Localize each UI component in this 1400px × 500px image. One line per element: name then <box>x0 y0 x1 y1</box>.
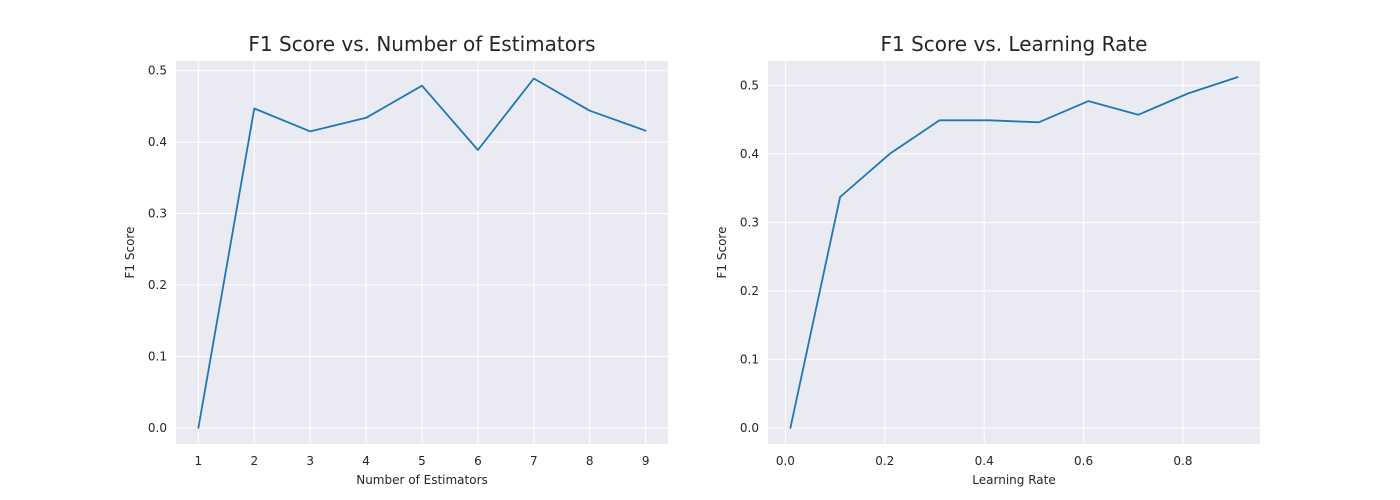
x-tick-label: 7 <box>530 454 538 468</box>
y-tick-label: 0.3 <box>740 215 759 229</box>
tick-labels: 1 2 3 4 5 6 7 8 9 0.0 0.1 0.2 0.3 0.4 0.5 <box>148 64 650 468</box>
y-tick-label: 0.4 <box>740 147 759 161</box>
y-tick-label: 0.0 <box>148 421 167 435</box>
y-tick-label: 0.1 <box>740 352 759 366</box>
y-tick-label: 0.2 <box>740 284 759 298</box>
x-tick-label: 9 <box>642 454 650 468</box>
y-axis-label: F1 Score <box>123 227 137 279</box>
grid <box>176 61 668 444</box>
grid <box>768 61 1260 444</box>
series-line <box>789 76 1239 429</box>
tick-labels: 0.0 0.2 0.4 0.6 0.8 0.0 0.1 0.2 0.3 0.4 0.5 <box>740 78 1193 468</box>
x-tick-label: 2 <box>250 454 258 468</box>
y-tick-label: 0.1 <box>148 349 167 363</box>
x-tick-label: 0.4 <box>975 454 994 468</box>
y-tick-label: 0.4 <box>148 135 167 149</box>
x-tick-label: 6 <box>474 454 482 468</box>
x-tick-label: 3 <box>306 454 314 468</box>
chart-learning-rate: 0.0 0.2 0.4 0.6 0.8 0.0 0.1 0.2 0.3 0.4 0.5 F1 Sco… <box>715 32 1260 487</box>
plot-area <box>768 61 1260 444</box>
y-axis-label: F1 Score <box>715 227 729 279</box>
x-tick-label: 0.8 <box>1173 454 1192 468</box>
x-tick-label: 0.0 <box>776 454 795 468</box>
x-tick-label: 8 <box>586 454 594 468</box>
chart-estimators: 1 2 3 4 5 6 7 8 9 0.0 0.1 0.2 0.3 0.4 0.5 F1 Score vs.… <box>123 32 668 487</box>
y-tick-label: 0.3 <box>148 207 167 221</box>
y-tick-label: 0.5 <box>148 64 167 78</box>
x-tick-label: 0.2 <box>875 454 894 468</box>
y-tick-label: 0.2 <box>148 278 167 292</box>
x-tick-label: 0.6 <box>1074 454 1093 468</box>
x-axis-label: Learning Rate <box>972 473 1055 487</box>
series-line <box>197 77 647 429</box>
chart-title: F1 Score vs. Learning Rate <box>881 32 1148 56</box>
x-tick-label: 1 <box>195 454 203 468</box>
y-tick-label: 0.5 <box>740 78 759 92</box>
chart-title: F1 Score vs. Number of Estimators <box>248 32 595 56</box>
x-axis-label: Number of Estimators <box>356 473 488 487</box>
x-tick-label: 4 <box>362 454 370 468</box>
y-tick-label: 0.0 <box>740 421 759 435</box>
x-tick-label: 5 <box>418 454 426 468</box>
